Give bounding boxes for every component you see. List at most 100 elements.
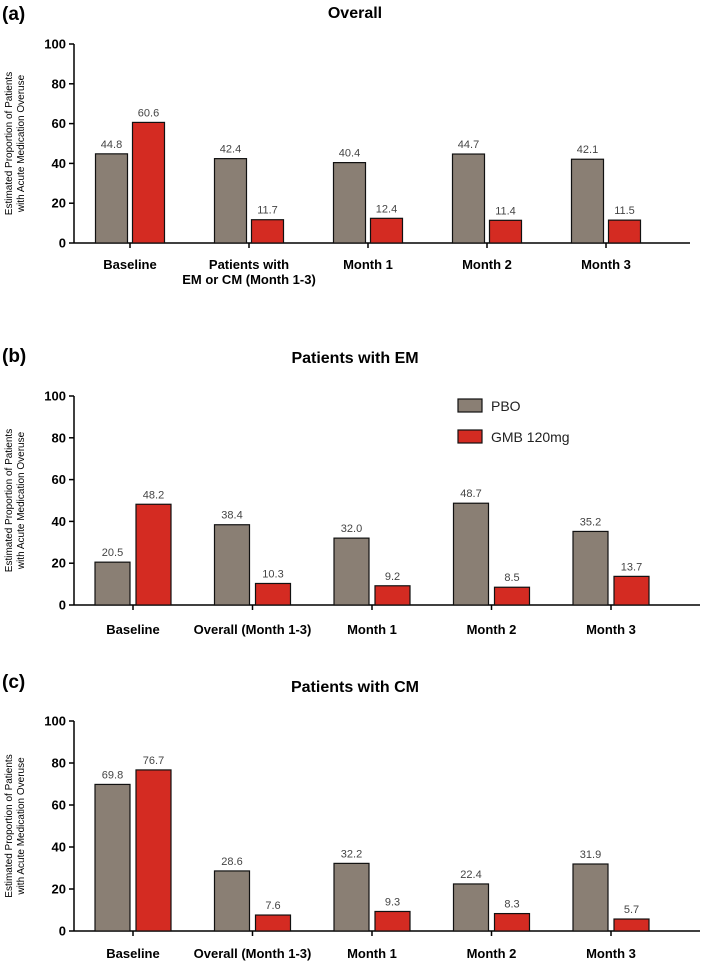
- y-tick-label: 100: [44, 714, 66, 729]
- bar-gmb-5: [613, 575, 650, 606]
- chart-panel-2: (b) Patients with EM Estimated Proportion …: [2, 346, 700, 637]
- bar-pbo-4: [452, 502, 490, 606]
- bar-pbo-4: [452, 883, 490, 932]
- x-tick-label: Patients with EM or CM (Month 1-3): [182, 257, 316, 287]
- data-label: 44.8: [101, 139, 122, 151]
- bar-gmb-2: [250, 219, 285, 244]
- y-tick-label: 100: [44, 37, 66, 52]
- data-label: 10.3: [262, 568, 283, 580]
- bar-pbo-2: [213, 158, 248, 244]
- data-label: 48.7: [460, 488, 481, 500]
- y-tick-label: 80: [52, 430, 66, 445]
- chart-panel-3: (c) Patients with CM Estimated Proportion …: [2, 672, 700, 961]
- data-label: 44.7: [458, 139, 479, 151]
- y-axis-label: Estimated Proportion of Patientswith Acu…: [4, 72, 27, 215]
- legend: PBO GMB 120mg: [457, 398, 570, 445]
- x-tick-label: Overall (Month 1-3): [194, 622, 312, 637]
- data-label: 28.6: [221, 856, 242, 868]
- x-tick-label: Baseline: [103, 257, 156, 272]
- bar-gmb-1: [135, 503, 172, 606]
- y-tick-label: 20: [52, 556, 66, 571]
- x-tick-label: Month 2: [467, 946, 517, 961]
- x-tick-label: Month 3: [586, 622, 636, 637]
- x-tick-label: Month 3: [581, 257, 631, 272]
- bar-gmb-1: [135, 769, 172, 932]
- x-tick-label: Overall (Month 1-3): [194, 946, 312, 961]
- legend-swatch: [457, 398, 483, 413]
- x-tick-label: Month 1: [347, 946, 397, 961]
- panel-label: (a): [2, 4, 25, 25]
- data-label: 9.2: [385, 571, 400, 583]
- bar-gmb-5: [613, 918, 650, 932]
- bar-pbo-1: [94, 153, 129, 244]
- y-tick-label: 60: [52, 798, 66, 813]
- data-label: 12.4: [376, 203, 397, 215]
- bar-pbo-1: [94, 783, 131, 932]
- bar-gmb-5: [607, 219, 642, 244]
- y-tick-label: 80: [52, 76, 66, 91]
- x-tick-label: Baseline: [106, 946, 159, 961]
- x-tick-label: Month 1: [347, 622, 397, 637]
- bar-gmb-3: [374, 910, 411, 932]
- y-axis-label: Estimated Proportion of Patientswith Acu…: [4, 429, 27, 572]
- bar-pbo-2: [213, 870, 251, 932]
- data-label: 11.5: [614, 205, 635, 217]
- y-tick-label: 40: [52, 156, 66, 171]
- data-label: 42.1: [577, 144, 598, 156]
- x-tick-label: Month 2: [462, 257, 512, 272]
- bar-gmb-3: [374, 585, 411, 606]
- data-label: 5.7: [624, 904, 639, 916]
- data-label: 31.9: [580, 849, 601, 861]
- data-label: 69.8: [102, 769, 123, 781]
- chart-title: Overall: [328, 5, 382, 22]
- bar-pbo-5: [570, 158, 605, 244]
- bar-gmb-2: [254, 914, 292, 932]
- data-label: 8.5: [504, 572, 519, 584]
- y-tick-label: 60: [52, 116, 66, 131]
- data-label: 8.3: [504, 899, 519, 911]
- y-tick-label: 0: [59, 598, 66, 613]
- bar-gmb-4: [493, 912, 531, 932]
- x-tick-label: Month 3: [586, 946, 636, 961]
- chart-title: Patients with CM: [291, 679, 419, 696]
- legend-swatch: [457, 429, 483, 444]
- data-label: 7.6: [265, 900, 280, 912]
- bar-pbo-3: [333, 537, 370, 606]
- bar-pbo-5: [572, 863, 609, 932]
- data-label: 13.7: [621, 561, 642, 573]
- panel-label: (c): [2, 672, 25, 693]
- bar-gmb-4: [488, 219, 523, 244]
- y-axis-label: Estimated Proportion of Patientswith Acu…: [4, 754, 27, 897]
- y-tick-label: 0: [59, 924, 66, 939]
- x-tick-label: Baseline: [106, 622, 159, 637]
- data-label: 11.4: [495, 205, 516, 217]
- data-label: 40.4: [339, 148, 360, 160]
- y-tick-label: 0: [59, 236, 66, 251]
- data-label: 42.4: [220, 144, 241, 156]
- bar-pbo-2: [213, 524, 251, 606]
- data-label: 22.4: [460, 869, 481, 881]
- legend-label: GMB 120mg: [491, 429, 570, 445]
- y-tick-label: 80: [52, 756, 66, 771]
- bar-pbo-4: [451, 153, 486, 244]
- bar-pbo-3: [333, 862, 370, 932]
- data-label: 9.3: [385, 896, 400, 908]
- data-label: 32.0: [341, 523, 362, 535]
- data-label: 76.7: [143, 755, 164, 767]
- x-tick-label: Month 2: [467, 622, 517, 637]
- y-tick-label: 60: [52, 472, 66, 487]
- y-tick-label: 40: [52, 840, 66, 855]
- x-tick-label: Month 1: [343, 257, 393, 272]
- chart-title: Patients with EM: [291, 350, 418, 367]
- data-label: 11.7: [257, 205, 278, 217]
- bar-pbo-5: [572, 530, 609, 606]
- bar-pbo-1: [94, 561, 131, 606]
- data-label: 20.5: [102, 547, 123, 559]
- bar-gmb-3: [369, 217, 404, 244]
- bar-gmb-1: [131, 121, 166, 244]
- y-tick-label: 100: [44, 389, 66, 404]
- legend-label: PBO: [491, 398, 521, 414]
- y-tick-label: 40: [52, 514, 66, 529]
- panel-label: (b): [2, 346, 26, 367]
- bar-pbo-3: [332, 162, 367, 244]
